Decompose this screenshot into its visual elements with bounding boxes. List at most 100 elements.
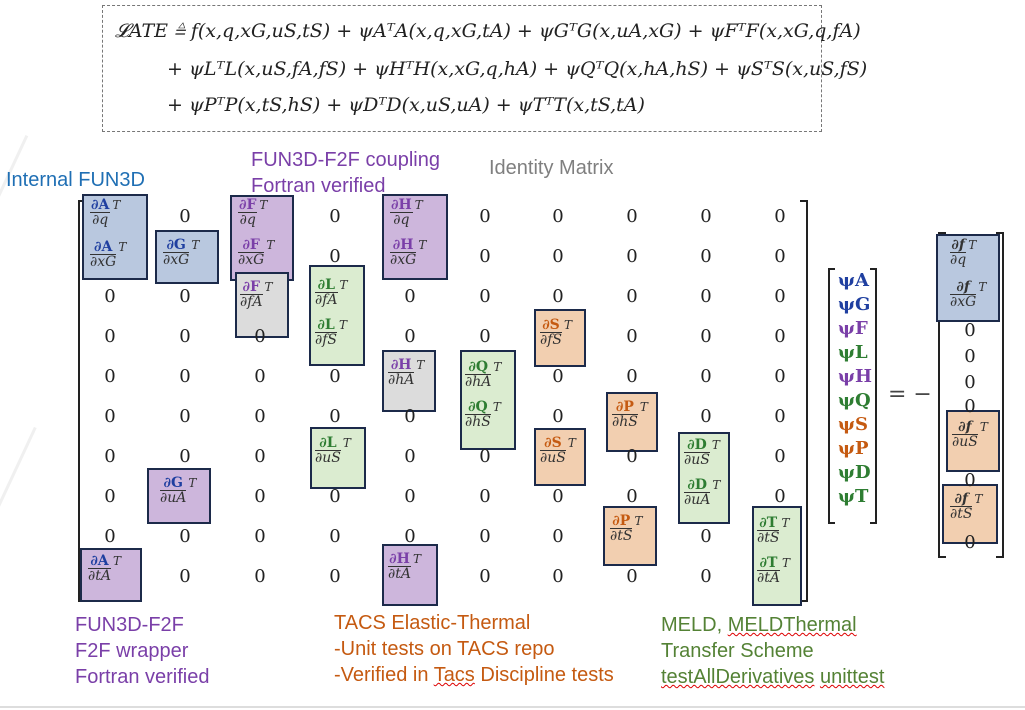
matrix-zero: 0 bbox=[479, 286, 491, 307]
matrix-zero: 0 bbox=[179, 526, 191, 547]
matrix-zero: 0 bbox=[104, 526, 116, 547]
rhs-zero: 0 bbox=[964, 396, 976, 417]
matrix-zero: 0 bbox=[179, 206, 191, 227]
block-dF-column bbox=[230, 195, 294, 281]
matrix-zero: 0 bbox=[254, 326, 266, 347]
deriv-dA-dxG: ∂A ∂xG T bbox=[90, 239, 127, 270]
matrix-zero: 0 bbox=[104, 366, 116, 387]
block-dG-dxG bbox=[155, 230, 219, 284]
matrix-zero: 0 bbox=[552, 286, 564, 307]
matrix-zero: 0 bbox=[774, 246, 786, 267]
psi-entry: ψA bbox=[838, 270, 869, 291]
f2f-line-2: F2F wrapper bbox=[75, 640, 189, 662]
f2f-line-3: Fortran verified bbox=[75, 666, 210, 688]
deriv-dP-dhS: ∂P ∂hS T bbox=[612, 399, 648, 430]
matrix-zero: 0 bbox=[552, 566, 564, 587]
matrix-zero: 0 bbox=[104, 326, 116, 347]
rhs-right-bracket bbox=[996, 232, 1004, 558]
matrix-zero: 0 bbox=[329, 246, 341, 267]
deriv-dA-dq: ∂A ∂q T bbox=[90, 197, 121, 228]
matrix-zero: 0 bbox=[700, 206, 712, 227]
matrix-zero: 0 bbox=[404, 326, 416, 347]
psi-entry: ψG bbox=[838, 294, 871, 315]
matrix-zero: 0 bbox=[329, 526, 341, 547]
deriv-dH-dq: ∂H ∂q T bbox=[390, 197, 423, 228]
matrix-zero: 0 bbox=[700, 246, 712, 267]
matrix-zero: 0 bbox=[774, 366, 786, 387]
rhs-df-dq: ∂f ∂q T bbox=[950, 237, 977, 268]
identity-matrix-label: Identity Matrix bbox=[489, 157, 614, 179]
psi-entry: ψL bbox=[838, 342, 868, 363]
matrix-zero: 0 bbox=[254, 526, 266, 547]
psi-entry: ψF bbox=[838, 318, 868, 339]
psi-left-bracket bbox=[828, 268, 835, 524]
rhs-df-dtS: ∂f ∂tS T bbox=[950, 491, 983, 522]
background-stroke bbox=[0, 426, 37, 574]
rhs-block-df-duS bbox=[946, 410, 1000, 472]
psi-entry: ψH bbox=[838, 366, 872, 387]
matrix-zero: 0 bbox=[254, 486, 266, 507]
matrix-zero: 0 bbox=[774, 486, 786, 507]
fun3d-f2f-coupling-label: FUN3D-F2F coupling Fortran verified bbox=[251, 147, 440, 199]
matrix-zero: 0 bbox=[774, 406, 786, 427]
matrix-zero: 0 bbox=[404, 406, 416, 427]
matrix-zero: 0 bbox=[479, 206, 491, 227]
deriv-dL-duS: ∂L ∂uS T bbox=[315, 435, 351, 466]
fun3d-f2f-wrapper-label: FUN3D-F2F F2F wrapper Fortran verified bbox=[75, 612, 210, 690]
matrix-zero: 0 bbox=[104, 446, 116, 467]
meld-label: MELD, MELDThermal Transfer Scheme testAl… bbox=[661, 612, 884, 690]
matrix-zero: 0 bbox=[774, 446, 786, 467]
tacs-line-1: TACS Elastic-Thermal bbox=[334, 612, 531, 634]
matrix-right-bracket bbox=[800, 200, 808, 602]
matrix-zero: 0 bbox=[404, 286, 416, 307]
deriv-dT-dtS: ∂T ∂tS T bbox=[757, 515, 790, 546]
matrix-zero: 0 bbox=[626, 246, 638, 267]
matrix-zero: 0 bbox=[774, 286, 786, 307]
matrix-zero: 0 bbox=[700, 326, 712, 347]
matrix-zero: 0 bbox=[179, 566, 191, 587]
matrix-zero: 0 bbox=[552, 406, 564, 427]
block-dS-dfS bbox=[534, 309, 586, 367]
block-dP-dtS bbox=[603, 506, 657, 566]
rhs-block-df-dq-dxG bbox=[936, 234, 1000, 322]
deriv-dH-dtA: ∂H ∂tA T bbox=[388, 551, 421, 582]
matrix-zero: 0 bbox=[626, 206, 638, 227]
meld-line-1: MELD, MELDThermal bbox=[661, 614, 857, 636]
matrix-zero: 0 bbox=[700, 286, 712, 307]
block-dD-column bbox=[678, 432, 730, 524]
block-dH-column bbox=[382, 194, 448, 280]
block-dL-column bbox=[309, 265, 365, 366]
rhs-df-dxG: ∂f ∂xG T bbox=[950, 279, 987, 310]
matrix-zero: 0 bbox=[479, 326, 491, 347]
rhs-zero: 0 bbox=[964, 532, 976, 553]
lagrangian-equation: 𝓛ATE ≜ f(x,q,xG,uS,tS) + ψAᵀA(x,q,xG,tA)… bbox=[102, 5, 867, 132]
equation-line-2: + ψLᵀL(x,uS,fA,fS) + ψHᵀH(x,xG,q,hA) + ψ… bbox=[167, 58, 868, 80]
block-dH-dtA bbox=[382, 544, 438, 606]
deriv-dH-dhA: ∂H ∂hA T bbox=[388, 357, 425, 388]
internal-fun3d-label: Internal FUN3D bbox=[6, 169, 145, 191]
psi-entry: ψS bbox=[838, 414, 868, 435]
block-dL-duS bbox=[310, 427, 366, 489]
psi-entry: ψQ bbox=[838, 390, 871, 411]
deriv-dD-duS: ∂D ∂uS T bbox=[684, 437, 720, 468]
block-dF-dfA bbox=[235, 272, 289, 338]
matrix-zero: 0 bbox=[774, 206, 786, 227]
rhs-zero: 0 bbox=[964, 320, 976, 341]
block-dA-column bbox=[82, 194, 148, 280]
matrix-zero: 0 bbox=[329, 566, 341, 587]
matrix-zero: 0 bbox=[626, 366, 638, 387]
deriv-dG-dxG: ∂G ∂xG T bbox=[163, 237, 200, 268]
bottom-rule bbox=[0, 706, 1025, 708]
matrix-zero: 0 bbox=[626, 446, 638, 467]
matrix-zero: 0 bbox=[179, 326, 191, 347]
matrix-zero: 0 bbox=[329, 206, 341, 227]
matrix-zero: 0 bbox=[179, 366, 191, 387]
block-dT-column bbox=[752, 506, 802, 606]
matrix-zero: 0 bbox=[104, 486, 116, 507]
f2f-line-1: FUN3D-F2F bbox=[75, 614, 184, 636]
matrix-zero: 0 bbox=[479, 526, 491, 547]
coupling-line-1: FUN3D-F2F coupling bbox=[251, 149, 440, 171]
matrix-zero: 0 bbox=[329, 366, 341, 387]
matrix-zero: 0 bbox=[700, 526, 712, 547]
equation-line-1: 𝓛ATE ≜ f(x,q,xG,uS,tS) + ψAᵀA(x,q,xG,tA)… bbox=[115, 20, 861, 42]
